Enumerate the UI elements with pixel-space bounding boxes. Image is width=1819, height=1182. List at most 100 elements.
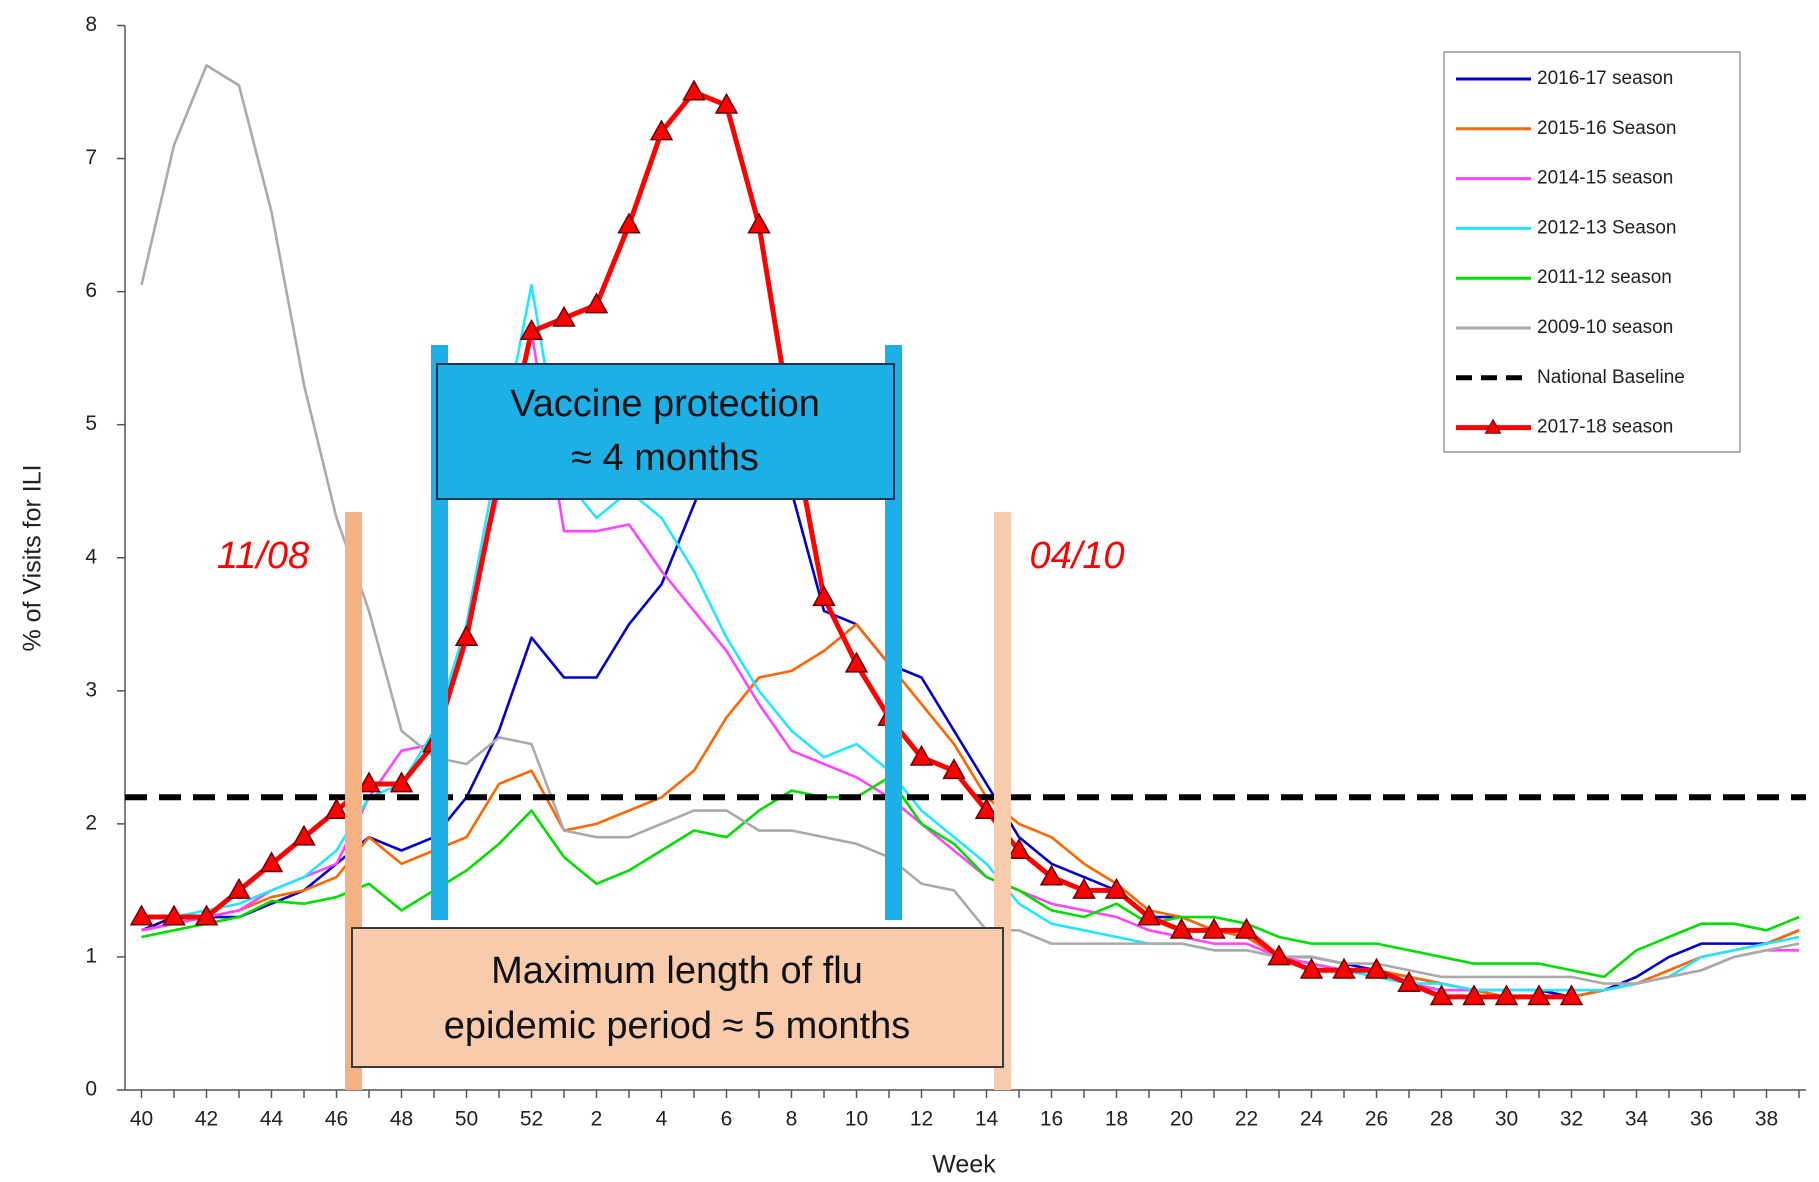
marker bbox=[617, 212, 641, 234]
x-tick-label: 20 bbox=[1170, 1108, 1193, 1131]
marker bbox=[1202, 917, 1226, 939]
legend-label: 2015-16 Season bbox=[1537, 118, 1676, 139]
marker bbox=[844, 651, 869, 673]
x-tick-label: 4 bbox=[656, 1108, 668, 1131]
annotation: 04/10 bbox=[1029, 535, 1124, 577]
y-tick-label: 0 bbox=[85, 1078, 97, 1101]
box-text: epidemic period ≈ 5 months bbox=[444, 1005, 911, 1047]
y-tick-label: 6 bbox=[85, 279, 97, 302]
x-tick-label: 50 bbox=[455, 1108, 478, 1131]
legend-label: 2012-13 Season bbox=[1537, 217, 1676, 238]
marker bbox=[389, 771, 414, 793]
legend-label: National Baseline bbox=[1537, 367, 1685, 388]
box-text: Vaccine protection bbox=[510, 383, 820, 425]
marker bbox=[1072, 877, 1096, 899]
x-tick-label: 8 bbox=[786, 1108, 798, 1131]
x-tick-label: 46 bbox=[325, 1108, 348, 1131]
marker bbox=[454, 625, 479, 647]
legend: 2016-17 season 2015-16 Season 2014-15 seas… bbox=[1443, 51, 1741, 453]
marker bbox=[1429, 984, 1454, 1006]
legend-label: 2009-10 season bbox=[1537, 317, 1673, 338]
x-tick-label: 32 bbox=[1560, 1108, 1583, 1131]
marker bbox=[974, 798, 999, 820]
marker bbox=[1559, 984, 1584, 1006]
marker bbox=[357, 771, 381, 793]
legend-label: 2014-15 season bbox=[1537, 168, 1673, 189]
marker bbox=[1397, 971, 1421, 992]
x-tick-label: 12 bbox=[910, 1108, 933, 1131]
x-tick-label: 2 bbox=[591, 1108, 603, 1131]
x-tick-label: 30 bbox=[1495, 1108, 1518, 1131]
legend-label: 2017-18 season bbox=[1537, 417, 1673, 438]
series-line bbox=[140, 64, 1800, 985]
box-text: ≈ 4 months bbox=[571, 437, 759, 479]
marker bbox=[1494, 984, 1519, 1006]
x-tick-label: 24 bbox=[1300, 1108, 1324, 1131]
y-tick-label: 1 bbox=[85, 944, 97, 967]
marker bbox=[1104, 877, 1129, 899]
x-tick-label: 10 bbox=[845, 1108, 868, 1131]
marker bbox=[1527, 984, 1551, 1006]
y-tick-label: 5 bbox=[85, 412, 97, 435]
epidemic-box bbox=[351, 927, 1004, 1068]
marker bbox=[324, 798, 349, 820]
legend-box bbox=[1443, 51, 1741, 453]
marker bbox=[259, 851, 284, 873]
marker bbox=[129, 904, 154, 926]
box-text: Maximum length of flu bbox=[491, 950, 863, 992]
x-tick-label: 6 bbox=[721, 1108, 733, 1131]
marker bbox=[519, 319, 544, 340]
marker bbox=[649, 119, 674, 141]
marker bbox=[1332, 957, 1356, 979]
y-tick-label: 8 bbox=[85, 13, 97, 36]
vaccine-box bbox=[436, 363, 895, 500]
y-tick-label: 4 bbox=[85, 545, 97, 568]
marker bbox=[292, 824, 316, 846]
x-axis-label: Week bbox=[932, 1151, 996, 1179]
x-tick-label: 28 bbox=[1430, 1108, 1453, 1131]
x-tick-label: 52 bbox=[520, 1108, 543, 1131]
marker bbox=[1039, 864, 1064, 886]
marker bbox=[1267, 944, 1291, 966]
marker bbox=[942, 758, 966, 780]
y-axis-label: % of Visits for ILI bbox=[19, 464, 47, 651]
x-tick-label: 14 bbox=[975, 1108, 999, 1131]
y-tick-label: 3 bbox=[85, 678, 97, 701]
x-tick-label: 44 bbox=[260, 1108, 284, 1131]
x-tick-label: 48 bbox=[390, 1108, 413, 1131]
series-line bbox=[141, 283, 1800, 992]
series-line bbox=[141, 776, 1800, 979]
marker bbox=[714, 92, 739, 114]
legend-label: 2016-17 season bbox=[1537, 68, 1673, 89]
marker bbox=[194, 904, 219, 926]
x-tick-label: 40 bbox=[130, 1108, 153, 1131]
marker bbox=[1364, 957, 1389, 979]
marker bbox=[162, 904, 186, 926]
marker bbox=[1462, 984, 1486, 1006]
marker bbox=[812, 585, 836, 607]
y-tick-label: 7 bbox=[85, 146, 97, 169]
x-tick-label: 36 bbox=[1690, 1108, 1713, 1131]
marker bbox=[584, 292, 609, 314]
marker bbox=[1007, 837, 1031, 859]
x-tick-label: 42 bbox=[195, 1108, 218, 1131]
series-line bbox=[141, 396, 1800, 999]
marker bbox=[909, 744, 934, 766]
marker bbox=[1234, 917, 1259, 939]
x-tick-label: 38 bbox=[1755, 1108, 1778, 1131]
marker bbox=[747, 212, 771, 234]
legend-marker bbox=[1484, 418, 1502, 434]
overlay: Vaccine protection ≈ 4 months Maximum le… bbox=[217, 345, 1125, 1090]
y-tick-label: 2 bbox=[85, 811, 97, 834]
legend-label: 2011-12 season bbox=[1537, 267, 1672, 288]
x-tick-label: 34 bbox=[1625, 1108, 1649, 1131]
marker bbox=[1137, 904, 1161, 926]
marker bbox=[1169, 917, 1194, 939]
x-tick-label: 18 bbox=[1105, 1108, 1128, 1131]
annotation: 11/08 bbox=[217, 535, 309, 577]
x-tick-label: 16 bbox=[1040, 1108, 1063, 1131]
x-tick-label: 22 bbox=[1235, 1108, 1258, 1131]
marker bbox=[227, 877, 251, 899]
marker bbox=[552, 305, 576, 327]
